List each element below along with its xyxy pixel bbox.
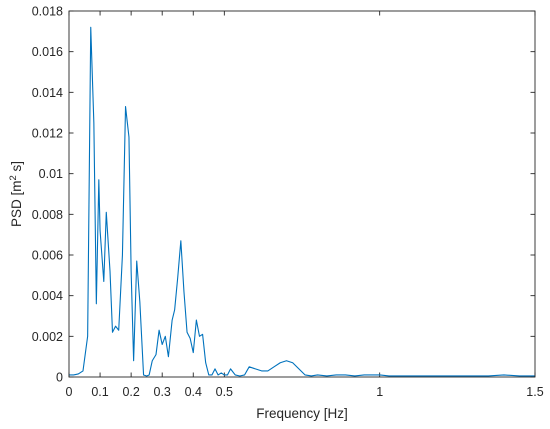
y-tick-label: 0	[56, 371, 63, 385]
y-tick-label: 0.002	[32, 330, 63, 344]
series-line	[69, 26, 535, 377]
x-axis-label: Frequency [Hz]	[256, 406, 348, 421]
y-tick-label: 0.014	[32, 86, 63, 100]
plot-frame	[68, 10, 536, 378]
x-tick-label: 0.3	[154, 385, 171, 399]
x-tick-label: 0.1	[91, 385, 108, 399]
x-tick-labels: 0 0.1 0.2 0.3 0.4 0.5 1 1.5	[66, 385, 544, 399]
x-tick-label: 0	[66, 385, 73, 399]
x-tick-label: 0.2	[122, 385, 139, 399]
y-tick-label: 0.008	[32, 208, 63, 222]
y-tick-label: 0.012	[32, 127, 63, 141]
y-axis-label-sup: 2	[8, 175, 19, 180]
y-tick-label: 0.016	[32, 45, 63, 59]
x-tick-label: 0.4	[185, 385, 202, 399]
y-tick-labels: 0 0.002 0.004 0.006 0.008 0.01 0.012 0.014 0.016…	[32, 5, 63, 385]
x-tick-label: 1.5	[526, 385, 543, 399]
y-axis-label-main: PSD [m	[9, 181, 24, 228]
x-tick-label: 1	[376, 385, 383, 399]
y-tick-label: 0.004	[32, 289, 63, 303]
y-tick-label: 0.018	[32, 5, 63, 19]
plot-area	[69, 11, 535, 377]
x-tick-label: 0.5	[216, 385, 233, 399]
y-tick-label: 0.006	[32, 249, 63, 263]
y-tick-label: 0.01	[39, 167, 63, 181]
y-axis-label: PSD [m2 s]	[8, 161, 24, 227]
y-axis-label-tail: s]	[9, 161, 24, 175]
